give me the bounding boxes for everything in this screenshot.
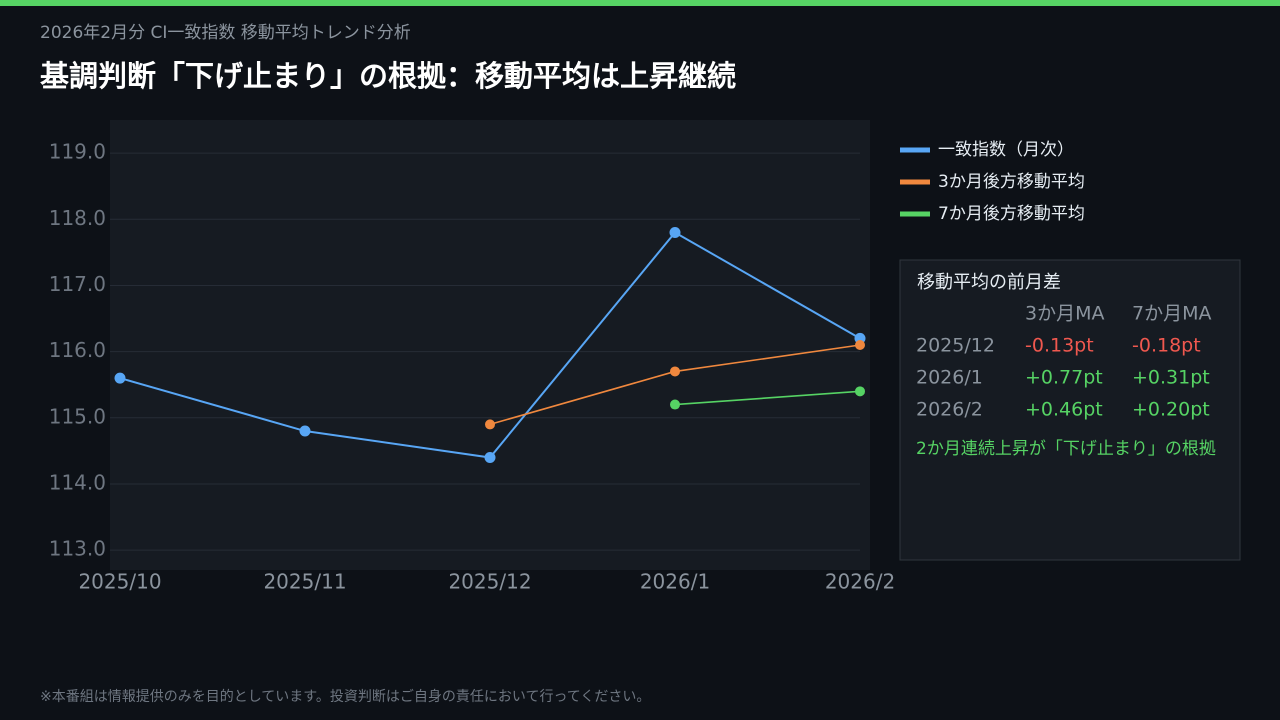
table-cell: -0.18pt	[1132, 335, 1201, 357]
x-tick-label: 2025/11	[263, 570, 346, 594]
subtitle: 2026年2月分 CI一致指数 移動平均トレンド分析	[40, 23, 411, 43]
legend-label: 3か月後方移動平均	[938, 172, 1085, 192]
y-tick-label: 115.0	[49, 404, 106, 428]
table-panel	[899, 259, 1241, 561]
y-tick-label: 113.0	[49, 537, 106, 561]
table-cell: +0.46pt	[1025, 399, 1103, 421]
table-cell: +0.31pt	[1132, 367, 1210, 389]
table-title: 移動平均の前月差	[917, 272, 1061, 293]
point	[670, 366, 680, 377]
footer: ※本番組は情報提供のみを目的としています。投資判断はご自身の責任において行ってく…	[40, 689, 650, 705]
row-label: 2026/2	[916, 399, 983, 421]
table-cell: +0.77pt	[1025, 367, 1103, 389]
legend-label: 7か月後方移動平均	[938, 204, 1085, 224]
table-note: 2か月連続上昇が「下げ止まり」の根拠	[916, 439, 1216, 459]
title: 基調判断「下げ止まり」の根拠：移動平均は上昇継続	[40, 59, 736, 93]
table-header: 7か月MA	[1132, 303, 1211, 325]
table-cell: +0.20pt	[1132, 399, 1210, 421]
y-tick-label: 116.0	[49, 338, 106, 362]
x-tick-label: 2025/12	[448, 570, 531, 594]
y-tick-label: 117.0	[49, 272, 106, 296]
x-tick-label: 2026/1	[640, 570, 710, 594]
point	[299, 425, 311, 437]
series-line	[674, 390, 861, 406]
top-bar	[0, 0, 1280, 6]
table-cell: -0.13pt	[1025, 335, 1094, 357]
point	[669, 227, 681, 238]
x-tick-label: 2025/10	[78, 570, 161, 594]
table-header: 3か月MA	[1025, 303, 1104, 325]
point	[114, 372, 126, 384]
point	[855, 340, 865, 350]
point	[484, 452, 496, 463]
y-tick-label: 114.0	[49, 470, 106, 494]
legend-label: 一致指数（月次）	[938, 140, 1074, 160]
plot-area	[110, 120, 870, 570]
row-label: 2026/1	[916, 367, 983, 389]
point	[485, 419, 495, 430]
y-tick-label: 118.0	[49, 206, 106, 230]
point	[855, 386, 865, 397]
x-tick-label: 2026/2	[825, 570, 895, 594]
row-label: 2025/12	[916, 335, 995, 357]
point	[670, 399, 680, 410]
y-tick-label: 119.0	[49, 140, 106, 164]
